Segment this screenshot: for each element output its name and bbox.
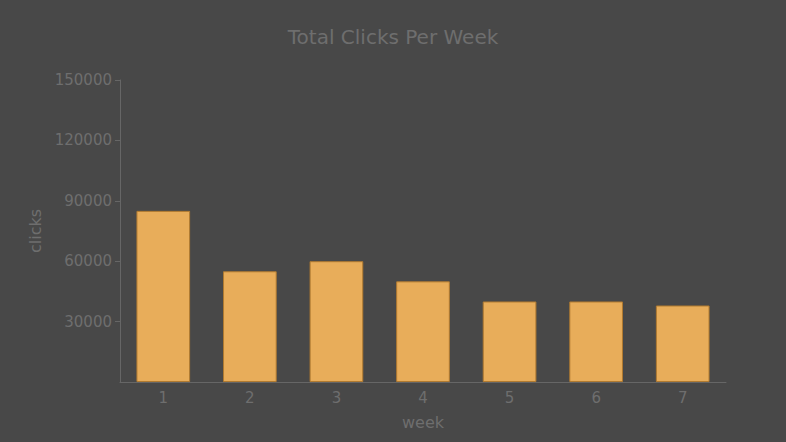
svg-text:week: week (402, 413, 445, 432)
svg-text:30000: 30000 (64, 313, 112, 331)
svg-text:1: 1 (159, 389, 169, 407)
svg-text:clicks: clicks (26, 209, 45, 253)
svg-text:90000: 90000 (64, 192, 112, 210)
svg-text:7: 7 (678, 389, 688, 407)
svg-text:3: 3 (332, 389, 342, 407)
svg-text:6: 6 (591, 389, 601, 407)
svg-text:120000: 120000 (55, 131, 112, 149)
svg-text:5: 5 (505, 389, 515, 407)
svg-text:150000: 150000 (55, 71, 112, 89)
svg-text:60000: 60000 (64, 252, 112, 270)
svg-text:4: 4 (418, 389, 428, 407)
svg-text:Total Clicks Per Week: Total Clicks Per Week (287, 25, 499, 49)
svg-text:2: 2 (245, 389, 255, 407)
